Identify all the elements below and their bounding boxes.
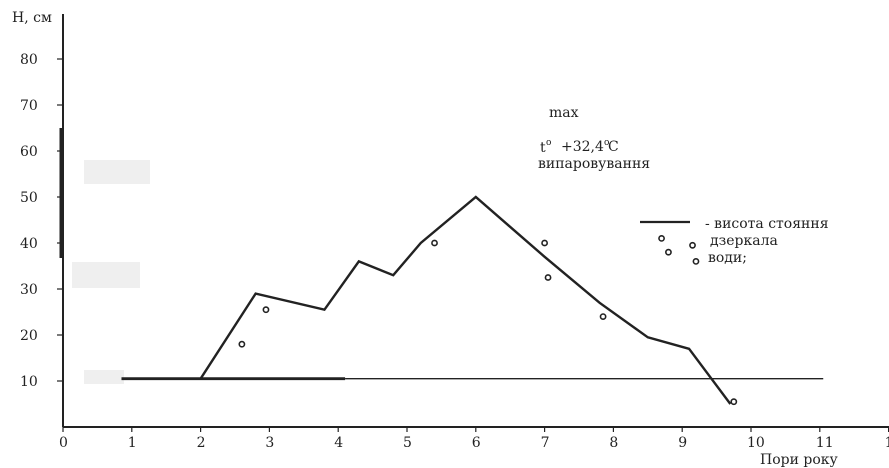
legend: - висота стояння дзеркала води; bbox=[640, 216, 829, 266]
x-tick-label: 11 bbox=[816, 435, 834, 451]
annotation-temp: +32,4 bbox=[561, 139, 604, 155]
legend-label-2: дзеркала bbox=[710, 233, 778, 249]
data-point bbox=[599, 313, 607, 320]
y-tick-label: 20 bbox=[20, 328, 38, 344]
x-tick-label: 12 bbox=[885, 435, 889, 451]
x-tick-label: 3 bbox=[265, 435, 274, 451]
tick-labels: 01234567891011121020304050607080 bbox=[20, 52, 889, 451]
data-point bbox=[238, 340, 246, 348]
scan-smudge bbox=[84, 370, 124, 384]
x-tick-label: 10 bbox=[747, 435, 765, 451]
annotation-temp-unit: C bbox=[608, 139, 619, 155]
y-tick-label: 40 bbox=[20, 236, 38, 252]
x-tick-label: 7 bbox=[541, 435, 550, 451]
legend-markers bbox=[658, 234, 700, 265]
evaporation-markers bbox=[238, 239, 738, 406]
scan-smudge bbox=[84, 160, 150, 184]
x-tick-label: 0 bbox=[59, 435, 68, 451]
y-axis-label: H, см bbox=[12, 10, 52, 26]
scan-smudge bbox=[72, 262, 140, 288]
annotations: max t o +32,4 o C випаровування bbox=[538, 105, 650, 172]
data-point bbox=[541, 239, 548, 247]
y-tick-label: 10 bbox=[20, 374, 38, 390]
legend-marker bbox=[658, 234, 665, 242]
annotation-temp-degree: o bbox=[604, 138, 609, 148]
data-point bbox=[730, 398, 738, 406]
x-tick-label: 4 bbox=[334, 435, 343, 451]
y-tick-label: 80 bbox=[20, 52, 38, 68]
y-tick-label: 30 bbox=[20, 282, 38, 298]
legend-marker bbox=[665, 248, 672, 256]
annotation-t: t bbox=[540, 140, 546, 156]
legend-label-3: води; bbox=[708, 250, 747, 266]
x-tick-label: 5 bbox=[403, 435, 412, 451]
x-tick-label: 8 bbox=[609, 435, 618, 451]
y-tick-label: 60 bbox=[20, 144, 38, 160]
x-tick-label: 6 bbox=[472, 435, 481, 451]
x-tick-label: 2 bbox=[197, 435, 206, 451]
x-tick-label: 1 bbox=[128, 435, 137, 451]
legend-marker bbox=[692, 257, 700, 265]
annotation-evaporation: випаровування bbox=[538, 156, 650, 172]
y-tick-label: 70 bbox=[20, 98, 38, 114]
x-tick-label: 9 bbox=[678, 435, 687, 451]
data-point bbox=[544, 274, 552, 281]
legend-marker bbox=[689, 241, 696, 249]
data-point bbox=[262, 306, 270, 314]
water-level-line bbox=[199, 195, 732, 405]
annotation-max: max bbox=[549, 105, 579, 121]
data-point bbox=[431, 239, 438, 247]
y-tick-label: 50 bbox=[20, 190, 38, 206]
annotation-t-degree: o bbox=[546, 138, 551, 148]
x-axis-label: Пори року bbox=[760, 452, 839, 468]
legend-label-1: - висота стояння bbox=[705, 216, 829, 232]
water-level-series bbox=[199, 195, 732, 405]
